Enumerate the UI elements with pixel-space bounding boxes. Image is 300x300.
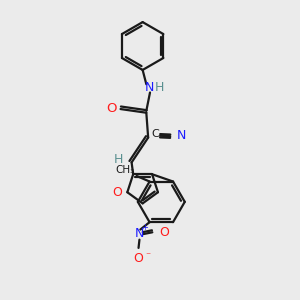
Text: H: H bbox=[114, 153, 123, 166]
Text: N: N bbox=[144, 81, 154, 94]
Text: +: + bbox=[142, 223, 148, 232]
Text: N: N bbox=[135, 227, 144, 240]
Text: O: O bbox=[134, 252, 143, 265]
Text: H: H bbox=[154, 81, 164, 94]
Text: C: C bbox=[152, 129, 159, 139]
Text: O: O bbox=[106, 102, 117, 115]
Text: ⁻: ⁻ bbox=[145, 252, 150, 262]
Text: O: O bbox=[159, 226, 169, 239]
Text: O: O bbox=[112, 186, 122, 199]
Text: N: N bbox=[177, 129, 186, 142]
Text: CH₃: CH₃ bbox=[116, 165, 135, 175]
